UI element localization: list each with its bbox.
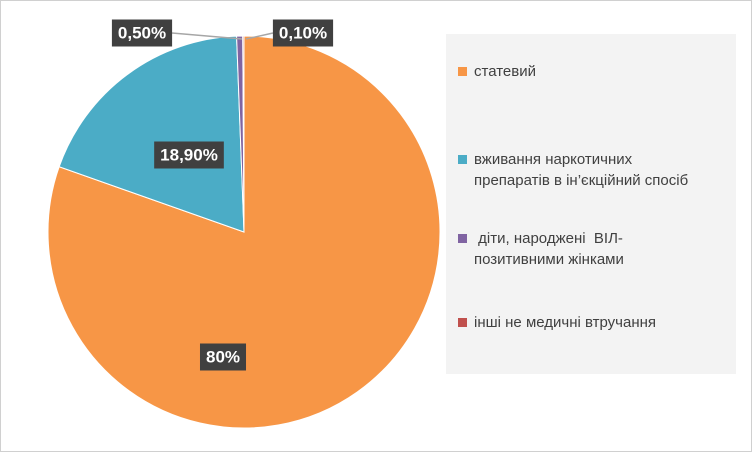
data-label-box — [272, 19, 334, 47]
legend-label: статевий — [474, 63, 536, 80]
legend-item-other: інші не медичні втручання — [458, 312, 656, 333]
legend-label: діти, народжені ВІЛ- позитивними жінками — [474, 230, 624, 268]
leader-line — [171, 32, 243, 40]
data-label: 0,50% — [118, 24, 166, 43]
data-label-box — [199, 343, 247, 371]
legend-item-children: діти, народжені ВІЛ- позитивними жінками — [458, 228, 624, 270]
legend-swatch — [458, 67, 467, 76]
data-label: 0,10% — [279, 24, 327, 43]
legend-item-sexual: статевий — [458, 61, 536, 82]
data-label: 80% — [206, 348, 240, 367]
legend-swatch — [458, 234, 467, 243]
legend-label: інші не медичні втручання — [474, 314, 657, 331]
legend: статевий вживання наркотичних препаратів… — [446, 34, 736, 374]
slice-other — [242, 35, 245, 233]
legend-swatch — [458, 318, 467, 327]
leader-line — [245, 32, 274, 40]
data-label-box — [154, 141, 224, 169]
legend-label: вживання наркотичних препаратів в ін’єкц… — [474, 151, 689, 189]
legend-swatch — [458, 155, 467, 164]
legend-item-injecting: вживання наркотичних препаратів в ін’єкц… — [458, 149, 688, 191]
data-label: 18,90% — [160, 146, 218, 165]
data-label-box — [111, 19, 173, 47]
slice-injecting — [58, 35, 245, 233]
